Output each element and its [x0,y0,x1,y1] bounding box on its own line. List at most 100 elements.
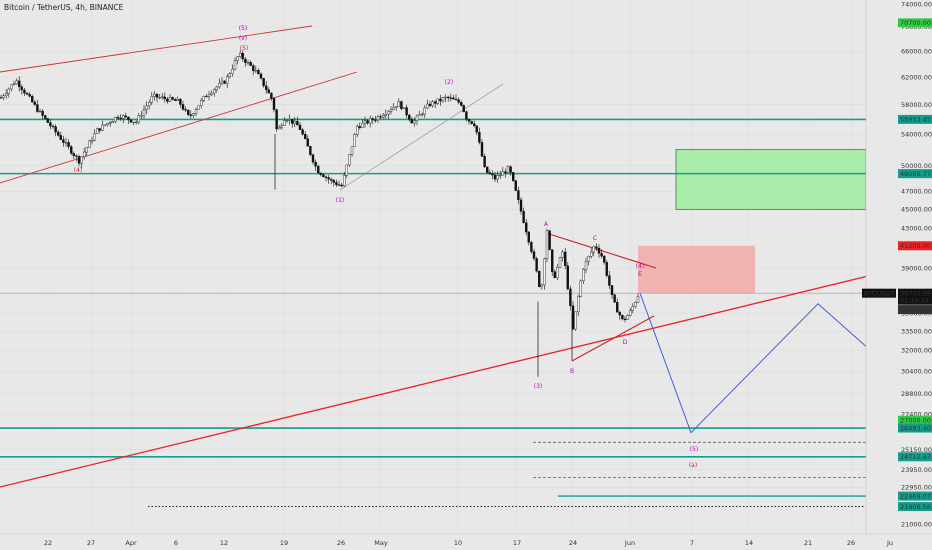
candle-body [501,171,504,176]
price-tag[interactable] [898,18,932,28]
candle-body [223,80,226,84]
candle-body [251,65,255,71]
projection-line[interactable] [639,293,898,434]
price-tick-label: 58000.00 [901,101,932,109]
price-tick-label: 22950.00 [901,484,932,492]
candle-body [387,111,390,115]
price-tag-label: 24712.47 [900,453,931,461]
candle-body [561,251,564,258]
candle-body [124,115,128,118]
price-tag[interactable] [898,415,932,425]
price-tag-label: 49066.77 [900,170,931,178]
candle-body [629,310,632,316]
candle-body [233,60,237,70]
secondary-price-tag[interactable] [898,305,932,315]
price-tick-label: 21000.00 [901,520,932,528]
candle-body [249,62,252,66]
price-axis[interactable]: 74000.0070000.0066000.0062000.0058000.00… [862,0,932,550]
time-tick-label: 22 [44,539,52,547]
candle-body [134,121,138,124]
candle-body [267,89,270,94]
candle-body [57,131,60,136]
candle-body [82,151,86,157]
price-tag[interactable] [898,114,932,124]
candle-body [64,142,68,144]
candle-body [207,94,211,97]
candle-body [553,271,556,279]
candle-body [506,166,510,174]
symbol-tag-label: BTCUSDT [864,289,894,297]
candle-body [613,294,616,303]
candle-body [304,133,307,139]
secondary-price-label: 36631.87 [900,306,931,314]
horizontal-levels[interactable] [0,118,866,508]
candle-body [270,92,273,99]
candle-body [337,184,341,186]
symbol-tag[interactable] [862,288,896,298]
candle-body [142,109,146,116]
price-tag[interactable] [898,491,932,501]
wave-label-4: (4) [74,167,83,174]
price-tag[interactable] [898,452,932,462]
candle-body [361,122,364,128]
price-tag[interactable] [898,423,932,433]
projection-path[interactable] [639,293,898,434]
candle-body [512,172,515,181]
candle-body [210,92,213,95]
candles [0,50,640,377]
candle-body [194,109,198,114]
candle-body [499,174,502,177]
candle-body [408,114,411,120]
stop-loss-zone[interactable] [638,245,755,294]
candle-body [522,211,525,223]
candle-body [202,95,206,101]
candle-body [577,296,580,313]
channel-top-line[interactable] [0,25,313,73]
candle-body [402,107,406,110]
candle-body [348,154,351,166]
candle-body [626,315,629,320]
candle-body [545,230,549,260]
candle-body [441,97,445,102]
candle-body [140,115,143,117]
channel-bottom-line[interactable] [0,71,358,184]
candle-body [88,140,91,148]
candle-body [278,127,281,130]
candle-body [108,122,112,124]
wave-label-D: D [623,339,628,346]
candle-body [519,199,523,212]
candle-body [371,118,374,121]
candle-body [166,98,169,102]
candle-body [18,80,21,88]
position-zones[interactable] [638,149,867,294]
candle-body [467,118,471,122]
candle-body [220,80,224,84]
candle-body [296,120,299,126]
grey-trend-line[interactable] [339,83,504,191]
time-axis[interactable]: 22 27 Apr 6 12 19 26 May 10 17 24 Jun 7 14 21 26 Ju [0,533,932,550]
trend-lines[interactable] [0,25,898,488]
price-tag[interactable] [898,502,932,512]
candle-body [543,258,546,286]
candle-body [405,107,408,116]
candle-body [197,105,200,110]
candle-body [275,109,278,130]
candle-body [285,120,289,122]
candle-body [41,110,44,116]
current-price-tag[interactable] [898,288,932,305]
candle-body [215,86,219,90]
triangle-lower-line[interactable] [571,315,655,362]
candle-body [517,190,520,200]
price-tag[interactable] [898,169,932,179]
target-zone-upper[interactable] [675,149,867,210]
price-tag-label: 26493.40 [900,424,931,432]
long-term-support-line[interactable] [0,268,898,488]
candle-body [114,116,117,122]
triangle-upper-line[interactable] [545,232,657,269]
candle-body [7,88,11,94]
price-tag[interactable] [898,241,932,251]
candle-body [186,109,190,115]
